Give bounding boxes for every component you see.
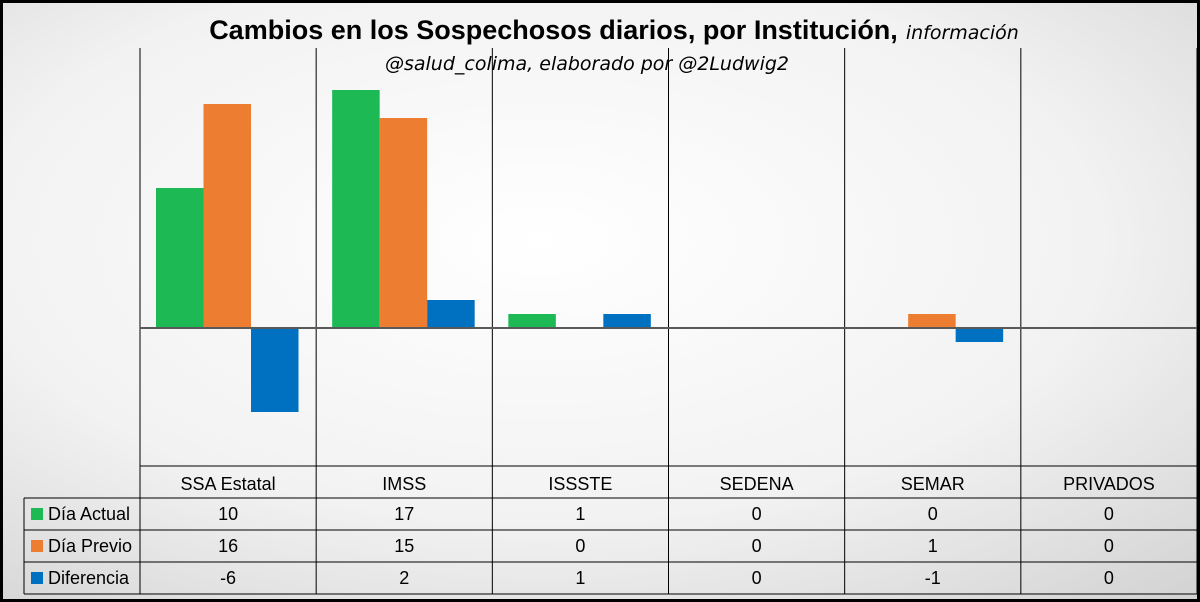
series-label: Día Previo bbox=[48, 536, 132, 556]
legend-swatch bbox=[31, 572, 43, 584]
data-label: 2 bbox=[399, 568, 409, 588]
data-label: -1 bbox=[925, 568, 941, 588]
category-label: ISSSTE bbox=[548, 474, 612, 494]
bar bbox=[251, 328, 299, 412]
legend-swatch bbox=[31, 540, 43, 552]
data-label: 1 bbox=[928, 536, 938, 556]
category-label: PRIVADOS bbox=[1063, 474, 1155, 494]
legend-swatch bbox=[31, 508, 43, 520]
category-label: SSA Estatal bbox=[181, 474, 276, 494]
bar bbox=[156, 188, 204, 328]
data-label: -6 bbox=[220, 568, 236, 588]
chart-subtitle: @salud_colima, elaborado por @2Ludwig2 bbox=[385, 53, 789, 75]
bar bbox=[508, 314, 556, 328]
category-label: SEMAR bbox=[901, 474, 965, 494]
data-label: 0 bbox=[752, 536, 762, 556]
data-label: 0 bbox=[1104, 504, 1114, 524]
data-label: 17 bbox=[394, 504, 414, 524]
series-label: Día Actual bbox=[48, 504, 130, 524]
data-label: 0 bbox=[575, 536, 585, 556]
data-label: 10 bbox=[218, 504, 238, 524]
data-label: 16 bbox=[218, 536, 238, 556]
bar bbox=[379, 118, 428, 328]
category-label: SEDENA bbox=[720, 474, 794, 494]
bar bbox=[427, 300, 475, 328]
bar bbox=[908, 314, 956, 328]
data-label: 0 bbox=[928, 504, 938, 524]
data-label: 0 bbox=[1104, 536, 1114, 556]
data-label: 15 bbox=[394, 536, 414, 556]
category-label: IMSS bbox=[382, 474, 426, 494]
bar bbox=[603, 314, 651, 328]
data-label: 0 bbox=[752, 504, 762, 524]
data-label: 0 bbox=[1104, 568, 1114, 588]
bar bbox=[203, 104, 251, 328]
plot-area bbox=[139, 48, 1198, 466]
data-label: 1 bbox=[575, 504, 585, 524]
data-label: 1 bbox=[575, 568, 585, 588]
data-table: SSA Estatal IMSS ISSSTE SEDENA SEMAR PRIVADOS… bbox=[23, 465, 1198, 595]
data-label: 0 bbox=[752, 568, 762, 588]
bar bbox=[332, 90, 380, 328]
bar bbox=[955, 328, 1004, 342]
series-label: Diferencia bbox=[48, 568, 130, 588]
chart-title-suffix: información bbox=[906, 22, 1019, 44]
chart-title-main: Cambios en los Sospechosos diarios, por … bbox=[209, 15, 898, 45]
chart-title: Cambios en los Sospechosos diarios, por … bbox=[209, 15, 1019, 45]
